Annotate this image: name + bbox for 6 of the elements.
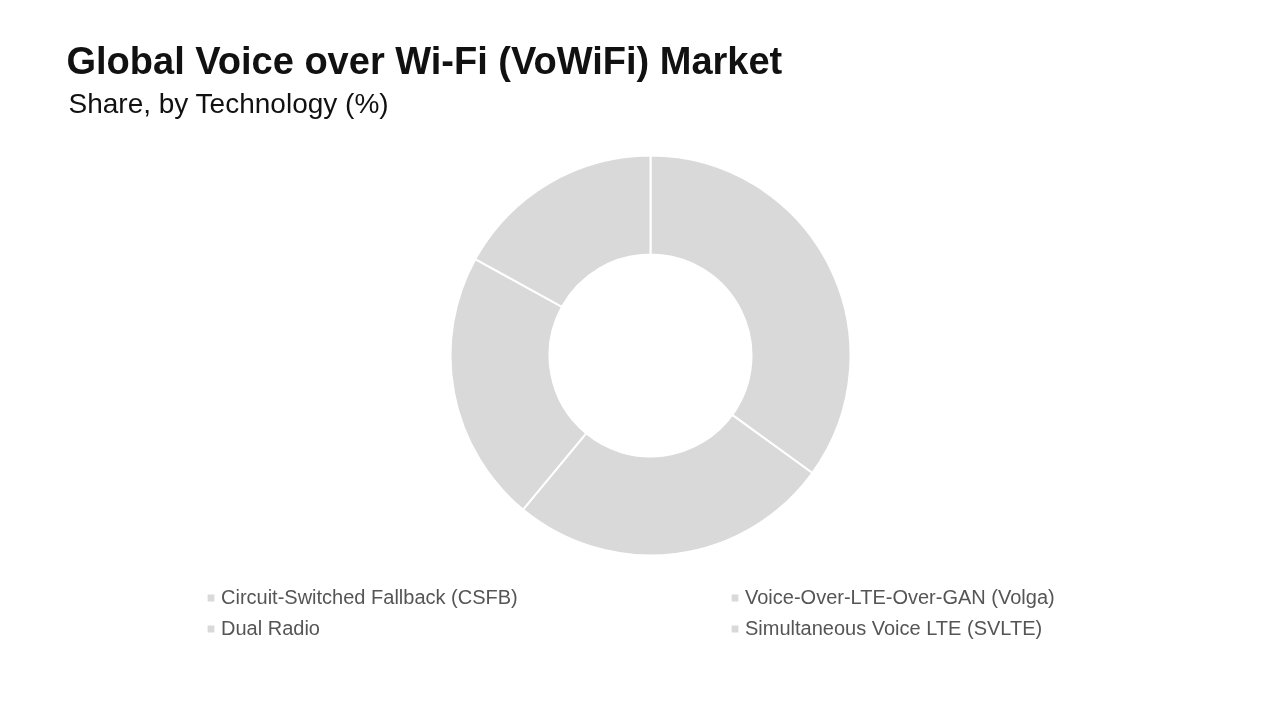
legend-label: Simultaneous Voice LTE (SVLTE) (745, 617, 1044, 640)
legend-label: Circuit-Switched Fallback (CSFB) (221, 586, 519, 609)
legend-label: Dual Radio (221, 617, 321, 640)
chart-subtitle: Share, by Technology (%) (68, 88, 389, 119)
legend-label: Voice-Over-LTE-Over-GAN (Volga) (745, 586, 1056, 609)
chart-title: Global Voice over Wi-Fi (VoWiFi) Market (66, 39, 783, 82)
